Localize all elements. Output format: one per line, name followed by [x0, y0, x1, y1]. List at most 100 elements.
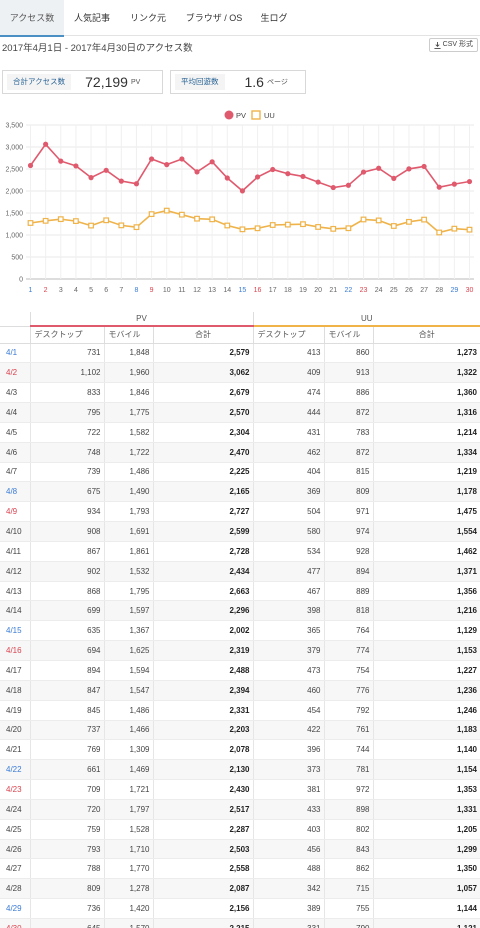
pv-mobile-cell: 1,848 — [103, 343, 153, 364]
uu-mobile-cell: 764 — [323, 620, 373, 642]
tab-popular-articles[interactable]: 人気記事 — [73, 13, 110, 23]
table-row: 4/27 788 1,770 2,558 488 862 1,350 — [0, 858, 480, 880]
pv-mobile-cell: 1,960 — [103, 362, 153, 384]
pv-mobile-cell: 1,775 — [103, 402, 153, 423]
row-date: 4/24 — [0, 799, 30, 820]
data-point-pv — [406, 166, 412, 172]
pv-mobile-cell: 1,795 — [103, 581, 153, 602]
row-date: 4/28 — [0, 878, 30, 900]
table-row: 4/21 769 1,309 2,078 396 744 1,140 — [0, 739, 480, 761]
data-point-uu — [284, 221, 291, 228]
uu-total-cell: 1,350 — [372, 858, 480, 880]
row-date[interactable]: 4/2 — [0, 362, 30, 384]
uu-mobile-cell: 862 — [323, 858, 373, 880]
uu-mobile-cell: 754 — [323, 660, 373, 681]
uu-desktop-cell: 413 — [252, 343, 324, 364]
data-point-uu — [345, 225, 352, 232]
x-tick-label: 26 — [405, 287, 413, 294]
y-tick-label: 2,500 — [5, 167, 23, 174]
table-row: 4/6 748 1,722 2,470 462 872 1,334 — [0, 442, 480, 463]
pv-desktop-cell: 868 — [29, 581, 104, 602]
uu-total-cell: 1,140 — [372, 739, 480, 761]
row-date: 4/26 — [0, 839, 30, 860]
uu-mobile-cell: 774 — [323, 640, 373, 661]
uu-desktop-cell: 477 — [252, 561, 324, 582]
data-point-pv — [315, 179, 321, 185]
x-tick-label: 29 — [450, 287, 458, 294]
pv-desktop-cell: 759 — [29, 819, 104, 840]
table-row: 4/23 709 1,721 2,430 381 972 1,353 — [0, 779, 480, 800]
data-point-pv — [164, 162, 170, 168]
data-point-pv — [451, 181, 457, 187]
row-date[interactable]: 4/8 — [0, 481, 30, 503]
pv-mobile-cell: 1,846 — [103, 382, 153, 404]
pv-mobile-cell: 1,490 — [103, 481, 153, 503]
uu-group-header: UU — [252, 312, 480, 327]
tab-access-count[interactable]: アクセス数 — [0, 0, 64, 37]
pv-desktop-cell: 833 — [29, 382, 104, 404]
pv-mobile-cell: 1,570 — [103, 918, 153, 928]
x-tick-label: 13 — [208, 287, 216, 294]
uu-mobile-cell: 809 — [323, 481, 373, 503]
row-date: 4/17 — [0, 660, 30, 681]
pv-desktop-cell: 809 — [29, 878, 104, 900]
data-point-pv — [103, 167, 109, 173]
table-row: 4/22 661 1,469 2,130 373 781 1,154 — [0, 759, 480, 781]
pv-desktop-cell: 748 — [29, 442, 104, 463]
tab-referrers[interactable]: リンク元 — [129, 13, 166, 23]
uu-total-cell: 1,331 — [372, 799, 480, 820]
uu-desktop-cell: 454 — [252, 700, 324, 721]
pv-desktop-cell: 635 — [29, 620, 104, 642]
row-date: 4/7 — [0, 462, 30, 483]
tab-browser-os[interactable]: ブラウザ / OS — [185, 13, 243, 23]
row-date[interactable]: 4/15 — [0, 620, 30, 642]
pv-total-cell: 2,225 — [152, 462, 253, 483]
table-row: 4/1 731 1,848 2,579 413 860 1,273 — [0, 343, 480, 364]
x-tick-label: 14 — [223, 287, 231, 294]
pv-total-cell: 2,679 — [152, 382, 253, 404]
uu-total-cell: 1,153 — [372, 640, 480, 661]
pv-total-cell: 2,296 — [152, 600, 253, 622]
x-tick-label: 24 — [375, 287, 383, 294]
y-tick-label: 3,000 — [5, 145, 23, 152]
uu-total-cell: 1,334 — [372, 442, 480, 463]
table-row: 4/10 908 1,691 2,599 580 974 1,554 — [0, 521, 480, 542]
row-date[interactable]: 4/29 — [0, 898, 30, 919]
data-point-pv — [300, 173, 306, 180]
x-tick-label: 21 — [329, 287, 337, 294]
row-date: 4/4 — [0, 402, 30, 423]
pv-desktop-cell: 675 — [29, 481, 104, 503]
uu-desktop-cell: 331 — [252, 918, 324, 928]
row-date[interactable]: 4/23 — [0, 779, 30, 800]
pv-total-cell: 2,727 — [152, 501, 253, 523]
pv-total-cell: 2,558 — [152, 858, 253, 880]
row-date[interactable]: 4/30 — [0, 918, 30, 928]
table-row: 4/29 736 1,420 2,156 389 755 1,144 — [0, 898, 480, 919]
pv-desktop-cell: 793 — [29, 839, 104, 860]
uu-mobile-cell: 776 — [323, 680, 373, 701]
tab-raw-log[interactable]: 生ログ — [260, 13, 288, 23]
table-row: 4/2 1,102 1,960 3,062 409 913 1,322 — [0, 362, 480, 384]
csv-export-button[interactable]: CSV 形式 — [428, 38, 478, 52]
pv-desktop-cell: 795 — [29, 402, 104, 423]
row-date[interactable]: 4/22 — [0, 759, 30, 781]
pv-total-cell: 2,165 — [152, 481, 253, 503]
pv-total-header: 合計 — [152, 326, 253, 344]
uu-desktop-cell: 404 — [252, 462, 324, 483]
uu-desktop-cell: 398 — [252, 600, 324, 622]
pv-mobile-cell: 1,793 — [103, 501, 153, 523]
row-date[interactable]: 4/1 — [0, 343, 30, 364]
pv-mobile-cell: 1,710 — [103, 839, 153, 860]
pv-total-cell: 2,002 — [152, 620, 253, 642]
data-point-pv — [436, 184, 442, 190]
uu-total-cell: 1,214 — [372, 422, 480, 443]
row-date[interactable]: 4/9 — [0, 501, 30, 523]
table-row: 4/4 795 1,775 2,570 444 872 1,316 — [0, 402, 480, 423]
uu-total-cell: 1,129 — [372, 620, 480, 642]
table-row: 4/11 867 1,861 2,728 534 928 1,462 — [0, 541, 480, 562]
uu-desktop-cell: 580 — [252, 521, 324, 542]
pv-mobile-cell: 1,466 — [103, 720, 153, 741]
date-header — [0, 312, 30, 327]
row-date[interactable]: 4/16 — [0, 640, 30, 661]
